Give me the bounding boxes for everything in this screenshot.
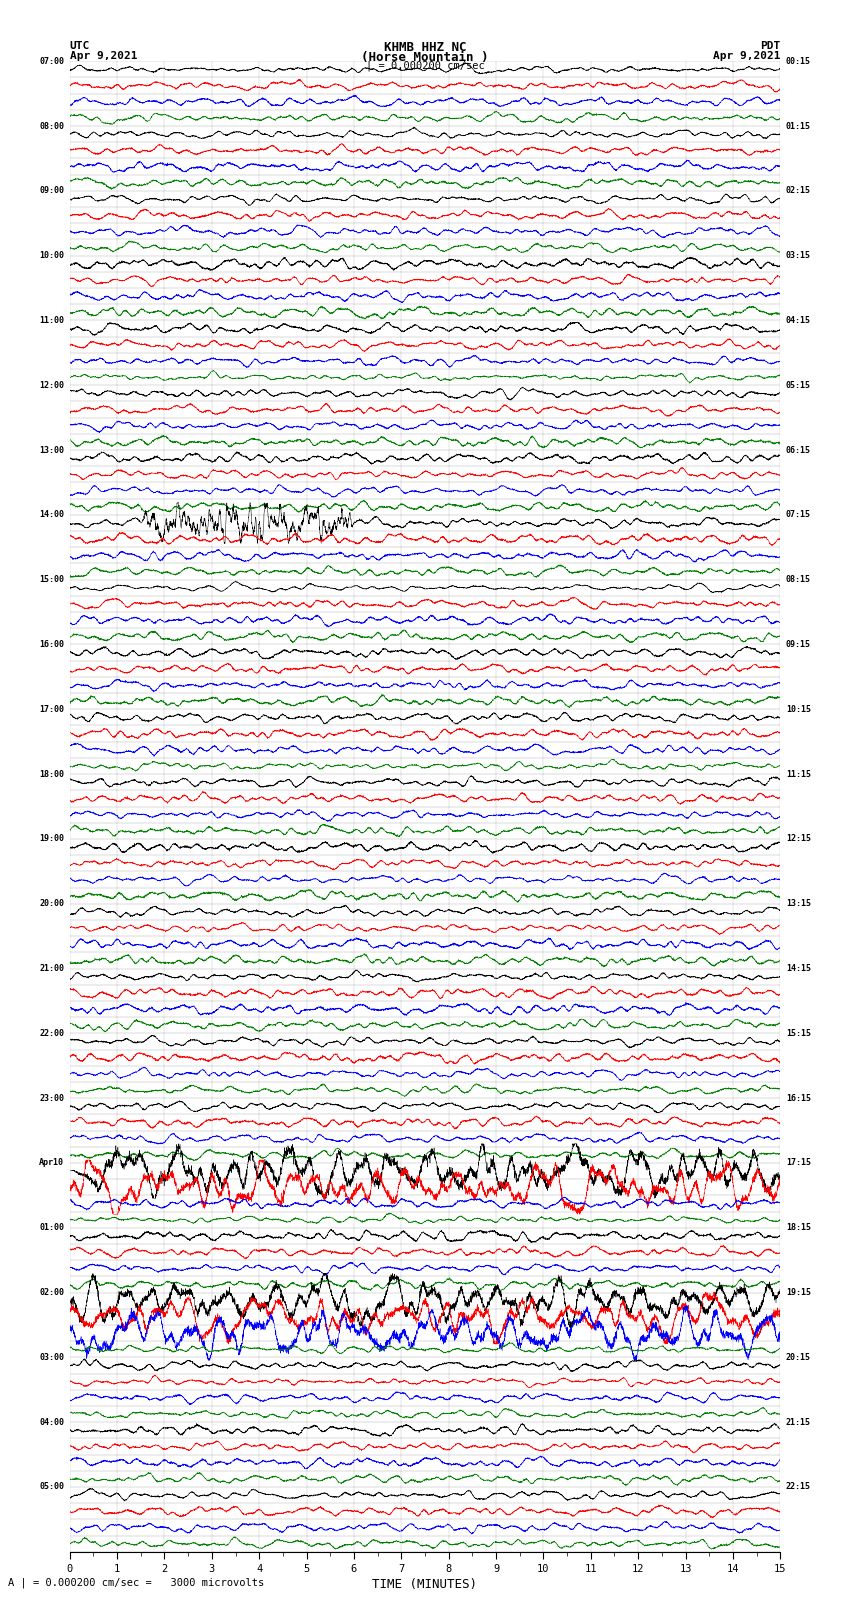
Text: 15:00: 15:00	[39, 576, 64, 584]
Text: 21:00: 21:00	[39, 965, 64, 973]
Text: 01:15: 01:15	[786, 121, 811, 131]
Text: 11:00: 11:00	[39, 316, 64, 324]
Text: 18:00: 18:00	[39, 769, 64, 779]
Text: 03:00: 03:00	[39, 1353, 64, 1361]
Text: 21:15: 21:15	[786, 1418, 811, 1426]
Text: 10:00: 10:00	[39, 252, 64, 260]
Text: 17:00: 17:00	[39, 705, 64, 715]
Text: Apr 9,2021: Apr 9,2021	[713, 50, 780, 61]
Text: KHMB HHZ NC: KHMB HHZ NC	[383, 40, 467, 55]
Text: 04:00: 04:00	[39, 1418, 64, 1426]
Text: Apr10: Apr10	[39, 1158, 64, 1168]
Text: A | = 0.000200 cm/sec =   3000 microvolts: A | = 0.000200 cm/sec = 3000 microvolts	[8, 1578, 264, 1589]
Text: 08:00: 08:00	[39, 121, 64, 131]
Text: 23:00: 23:00	[39, 1094, 64, 1103]
Text: 02:15: 02:15	[786, 187, 811, 195]
Text: 17:15: 17:15	[786, 1158, 811, 1168]
Text: 05:15: 05:15	[786, 381, 811, 390]
Text: 16:15: 16:15	[786, 1094, 811, 1103]
Text: 01:00: 01:00	[39, 1223, 64, 1232]
Text: 16:00: 16:00	[39, 640, 64, 648]
Text: 13:15: 13:15	[786, 898, 811, 908]
Text: 22:00: 22:00	[39, 1029, 64, 1037]
Text: 06:15: 06:15	[786, 445, 811, 455]
Text: 08:15: 08:15	[786, 576, 811, 584]
X-axis label: TIME (MINUTES): TIME (MINUTES)	[372, 1578, 478, 1590]
Text: Apr 9,2021: Apr 9,2021	[70, 50, 137, 61]
Text: 22:15: 22:15	[786, 1482, 811, 1492]
Text: 09:15: 09:15	[786, 640, 811, 648]
Text: 00:15: 00:15	[786, 56, 811, 66]
Text: 07:00: 07:00	[39, 56, 64, 66]
Text: 13:00: 13:00	[39, 445, 64, 455]
Text: 09:00: 09:00	[39, 187, 64, 195]
Text: 11:15: 11:15	[786, 769, 811, 779]
Text: (Horse Mountain ): (Horse Mountain )	[361, 50, 489, 65]
Text: 14:15: 14:15	[786, 965, 811, 973]
Text: 14:00: 14:00	[39, 510, 64, 519]
Text: 18:15: 18:15	[786, 1223, 811, 1232]
Text: 15:15: 15:15	[786, 1029, 811, 1037]
Text: 07:15: 07:15	[786, 510, 811, 519]
Text: 04:15: 04:15	[786, 316, 811, 324]
Text: 20:15: 20:15	[786, 1353, 811, 1361]
Text: 05:00: 05:00	[39, 1482, 64, 1492]
Text: 03:15: 03:15	[786, 252, 811, 260]
Text: 19:00: 19:00	[39, 834, 64, 844]
Text: PDT: PDT	[760, 40, 780, 52]
Text: 12:00: 12:00	[39, 381, 64, 390]
Text: 10:15: 10:15	[786, 705, 811, 715]
Text: 20:00: 20:00	[39, 898, 64, 908]
Text: 12:15: 12:15	[786, 834, 811, 844]
Text: 19:15: 19:15	[786, 1289, 811, 1297]
Text: | = 0.000200 cm/sec: | = 0.000200 cm/sec	[366, 60, 484, 71]
Text: UTC: UTC	[70, 40, 90, 52]
Text: 02:00: 02:00	[39, 1289, 64, 1297]
